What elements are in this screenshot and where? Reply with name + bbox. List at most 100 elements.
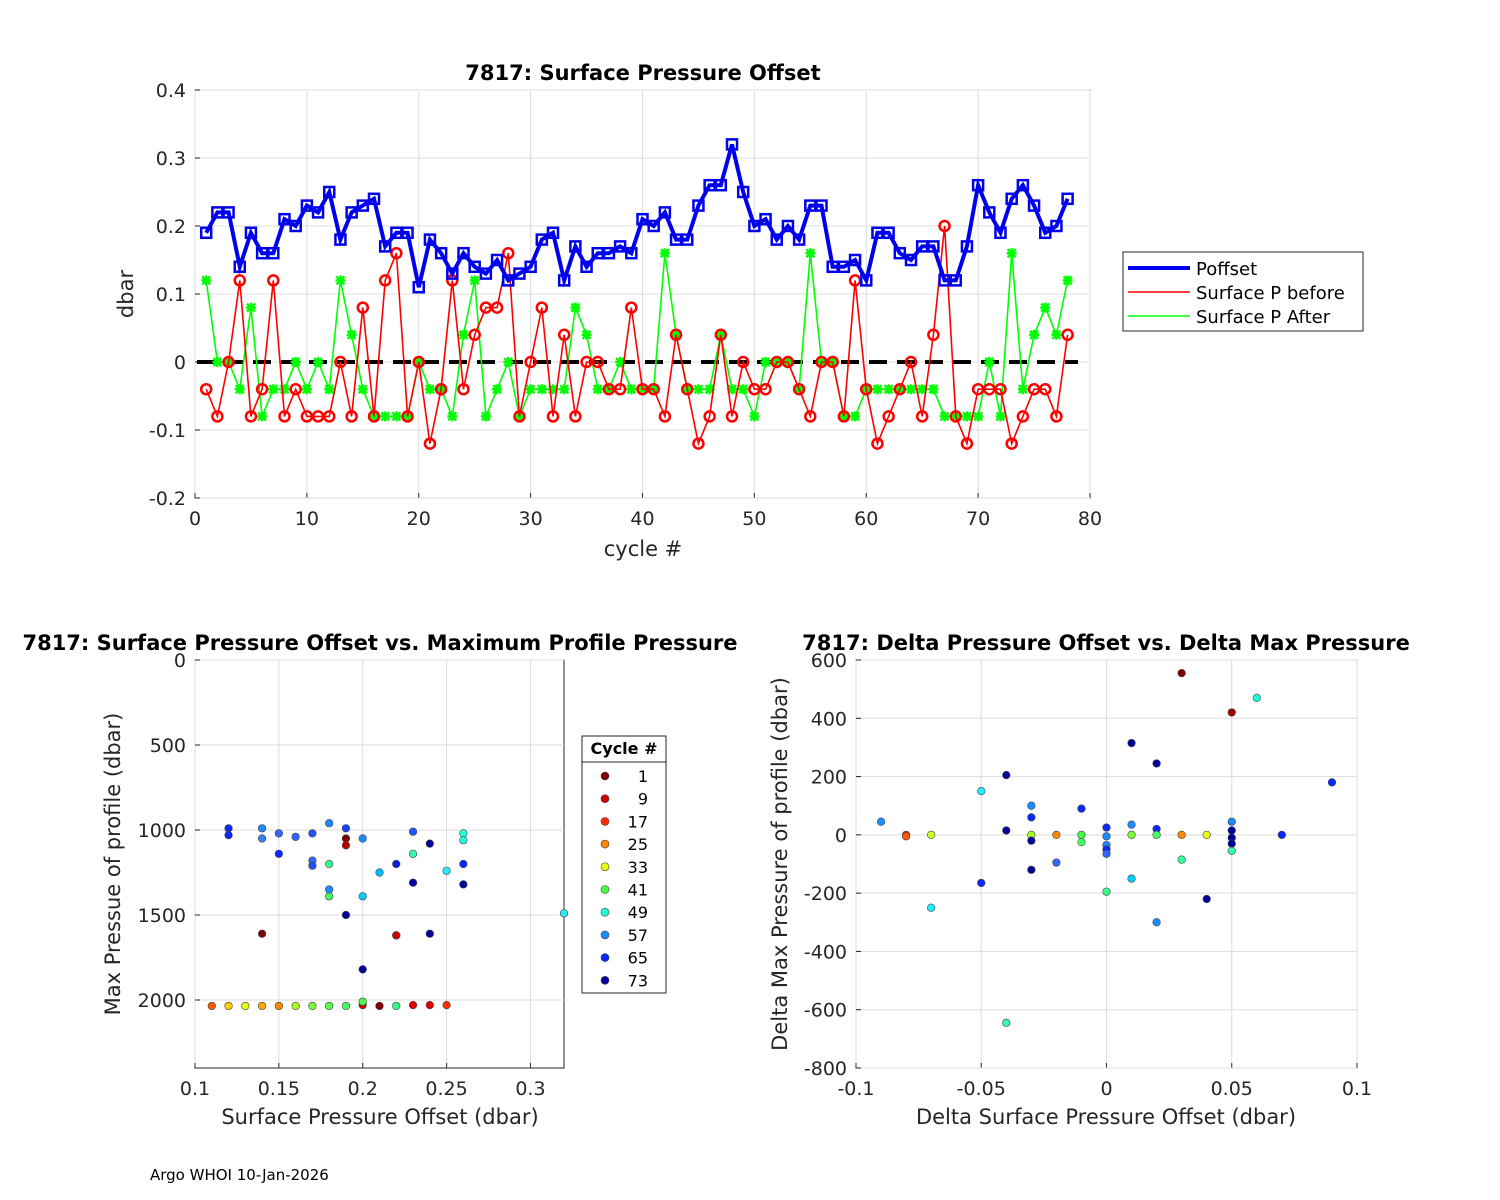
surface-p-before-point xyxy=(490,301,504,314)
surface-p-after-point xyxy=(939,411,950,422)
legend-marker xyxy=(600,862,610,872)
surface-p-after-point xyxy=(760,357,771,367)
data-point xyxy=(257,1001,267,1011)
poffset-point xyxy=(524,260,537,274)
surface-p-before-point xyxy=(792,382,806,396)
chart-offset-vs-max-pressure: 0.1 0.15 0.2 0.25 0.3 0 500 1000 1500 2000 7817: … xyxy=(22,631,737,1129)
data-point xyxy=(375,868,384,877)
surface-p-before-point xyxy=(658,410,672,423)
surface-p-after-point xyxy=(581,329,592,340)
x-tick-label: 0.2 xyxy=(348,1078,378,1100)
data-point xyxy=(1127,874,1136,883)
surface-p-after-point xyxy=(357,384,368,395)
surface-p-before-point xyxy=(915,410,929,423)
y-tick-label: 2000 xyxy=(138,990,186,1012)
surface-p-before-point xyxy=(423,437,437,450)
data-point xyxy=(1127,738,1136,748)
data-point xyxy=(257,929,267,938)
data-point xyxy=(876,817,886,826)
data-point xyxy=(1177,669,1186,678)
x-tick-label: 80 xyxy=(1078,508,1102,530)
poffset-point xyxy=(479,267,493,280)
poffset-point xyxy=(345,206,358,219)
poffset-point xyxy=(490,253,504,267)
surface-p-before-point xyxy=(289,382,302,396)
data-point xyxy=(1002,771,1011,780)
poffset-point xyxy=(759,212,772,226)
data-point xyxy=(308,861,317,870)
data-point xyxy=(1077,804,1086,813)
data-point xyxy=(207,1001,216,1011)
surface-p-after-point xyxy=(850,411,861,422)
surface-p-before-point xyxy=(535,301,549,314)
data-point xyxy=(291,1001,300,1011)
plot-marks xyxy=(876,669,1337,1027)
surface-p-before-point xyxy=(569,410,582,423)
x-axis-label: Surface Pressure Offset (dbar) xyxy=(221,1105,538,1129)
data-point xyxy=(257,824,267,833)
poffset-point xyxy=(412,280,425,294)
y-tick-label: 0.3 xyxy=(156,148,186,170)
poffset-point xyxy=(792,233,806,246)
surface-p-before-point xyxy=(927,328,940,342)
surface-p-before-point xyxy=(345,410,358,423)
surface-p-before-point xyxy=(725,410,739,423)
surface-p-before-point xyxy=(904,355,918,369)
data-point xyxy=(1227,839,1236,848)
surface-p-after-point xyxy=(805,248,816,259)
legend-marker xyxy=(600,953,610,962)
surface-p-after-point xyxy=(704,384,715,395)
poffset-point xyxy=(692,199,705,212)
poffset-point xyxy=(289,219,302,233)
poffset-point xyxy=(1039,226,1052,240)
data-point xyxy=(1002,1018,1011,1027)
poffset-point xyxy=(457,246,470,260)
poffset-point xyxy=(222,206,235,219)
data-point xyxy=(977,878,986,888)
data-point xyxy=(459,880,468,889)
poffset-point xyxy=(334,233,347,246)
x-axis-label: cycle # xyxy=(604,537,683,561)
legend-label: 25 xyxy=(628,835,648,854)
poffset-point xyxy=(949,274,962,287)
poffset-point xyxy=(625,246,638,260)
surface-p-after-point xyxy=(570,302,581,313)
surface-p-after-point xyxy=(536,384,547,395)
poffset-point xyxy=(557,274,571,287)
surface-p-before-point xyxy=(222,355,235,369)
data-point xyxy=(977,787,986,796)
legend-title: Cycle # xyxy=(591,739,658,758)
surface-p-after-point xyxy=(995,411,1006,422)
surface-p-before-point xyxy=(1050,410,1063,423)
x-tick-label: -0.05 xyxy=(957,1078,1006,1100)
data-point xyxy=(224,824,233,833)
poffset-point xyxy=(860,274,873,287)
data-point xyxy=(1027,813,1036,822)
poffset-point xyxy=(423,233,437,246)
surface-p-after-point xyxy=(749,411,760,422)
surface-p-after-point xyxy=(615,357,626,367)
poffset-point xyxy=(300,199,314,212)
data-point xyxy=(1202,894,1211,904)
poffset-point xyxy=(736,185,750,199)
legend-label: 65 xyxy=(628,949,648,968)
legend-marker xyxy=(600,885,610,894)
x-axis-label: Delta Surface Pressure Offset (dbar) xyxy=(916,1105,1296,1129)
surface-p-after-point xyxy=(548,384,558,395)
legend-label: 57 xyxy=(628,926,648,945)
data-point xyxy=(459,836,468,845)
poffset-point xyxy=(647,219,660,233)
surface-p-before-point xyxy=(960,437,974,450)
poffset-point xyxy=(725,138,739,151)
surface-p-after-point xyxy=(447,411,458,422)
data-point xyxy=(442,1000,451,1010)
data-point xyxy=(1027,801,1036,810)
y-axis-label: Max Pressue of profile (dbar) xyxy=(101,713,125,1016)
plot-marks xyxy=(207,819,569,1011)
data-point xyxy=(274,1001,283,1011)
surface-p-after-point xyxy=(727,384,737,395)
legend-label: 1 xyxy=(638,767,648,786)
data-point xyxy=(341,834,351,843)
surface-p-after-point xyxy=(693,384,704,395)
data-point xyxy=(325,892,334,901)
